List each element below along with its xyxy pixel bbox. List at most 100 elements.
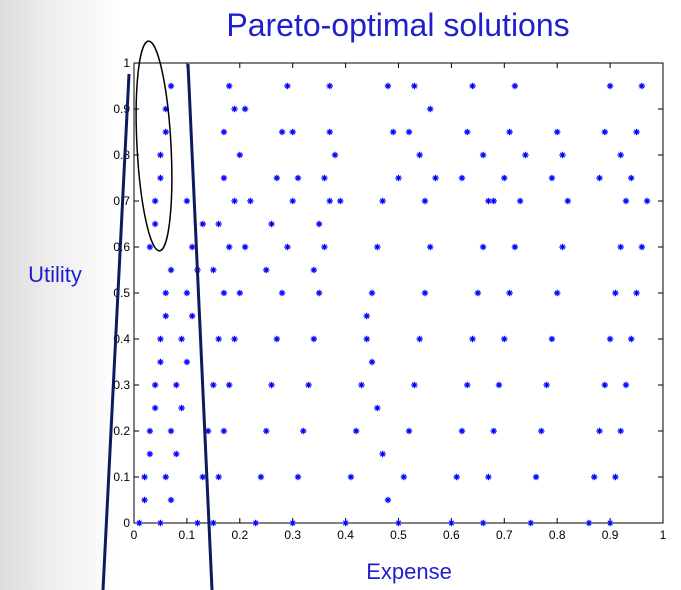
x-tick-label: 0.8 [549,528,566,542]
data-point [352,427,360,435]
data-point [643,197,651,205]
data-point [427,243,434,251]
data-point [591,473,598,481]
data-point [368,358,376,366]
data-point [469,82,476,90]
data-point [162,473,169,481]
x-tick-label: 0.9 [602,528,619,542]
x-tick-label: 0.5 [390,528,407,542]
x-tick-label: 0.7 [496,528,513,542]
data-point [151,220,159,228]
data-point [596,174,603,182]
data-point [564,197,571,205]
data-point [363,312,370,320]
data-point [210,381,217,389]
data-point [162,312,169,320]
data-point [231,105,238,113]
y-tick-label: 0.5 [113,286,130,300]
data-point [236,151,243,159]
data-point [183,197,191,205]
data-point [268,220,275,228]
data-point [194,519,201,527]
data-point [374,243,381,251]
data-point [596,427,603,435]
data-point [173,381,180,389]
data-point [448,519,455,527]
data-point [215,220,222,228]
x-tick-label: 0 [131,528,138,542]
data-point [601,128,609,136]
scatter-plot: 0 0.1 0.2 0.3 0.4 0.5 0.6 0.7 0.8 0.9 1 0 0.1 0.2 0.3 0… [113,56,666,542]
data-point [395,174,402,182]
data-point [294,473,302,481]
data-point [167,266,175,274]
data-point [257,473,265,481]
data-point [485,197,492,205]
data-point [638,243,646,251]
data-point [464,128,471,136]
data-point [146,450,154,458]
data-point [141,496,148,504]
data-point [390,128,397,136]
data-point [321,243,328,251]
data-point [326,197,333,205]
data-point [321,174,328,182]
y-tick-label: 0.3 [113,378,130,392]
data-point [479,243,487,251]
data-point [210,519,217,527]
data-point [622,197,630,205]
slide-title: Pareto-optimal solutions [226,7,569,43]
data-point [263,266,270,274]
y-tick-label: 0.6 [113,240,130,254]
data-point [612,473,619,481]
data-point [633,289,640,297]
data-point [268,381,275,389]
data-point [601,381,609,389]
data-point [628,335,635,343]
data-point [310,335,318,343]
data-point [199,220,206,228]
data-point [606,519,614,527]
data-point [538,427,545,435]
data-point [146,243,154,251]
data-point [612,289,619,297]
data-point [554,289,561,297]
y-axis-title: Utility [28,262,82,287]
pareto-ellipse [135,40,173,252]
data-point [559,243,566,251]
data-point [628,174,635,182]
data-point [278,128,286,136]
x-tick-label: 0.3 [284,528,301,542]
data-point [315,220,323,228]
data-point [263,427,270,435]
y-tick-label: 0.1 [113,470,130,484]
data-point [543,381,550,389]
data-point [220,128,228,136]
data-point [310,266,318,274]
data-point [501,174,508,182]
data-point [162,289,169,297]
data-point [151,197,159,205]
data-point [395,519,402,527]
data-point [485,473,492,481]
data-point [289,519,296,527]
data-point [464,381,471,389]
data-point [511,82,519,90]
x-tick-label: 0.6 [443,528,460,542]
data-point [506,289,513,297]
data-point [183,358,191,366]
data-point [363,335,370,343]
data-point [215,335,222,343]
data-point [416,335,423,343]
data-point [622,381,630,389]
data-point [167,82,175,90]
data-point [167,496,175,504]
data-point [548,335,556,343]
data-point [220,289,228,297]
data-point [458,427,466,435]
data-point [522,151,529,159]
data-point [384,496,392,504]
data-point [516,197,524,205]
data-point [173,450,180,458]
data-point [241,105,249,113]
